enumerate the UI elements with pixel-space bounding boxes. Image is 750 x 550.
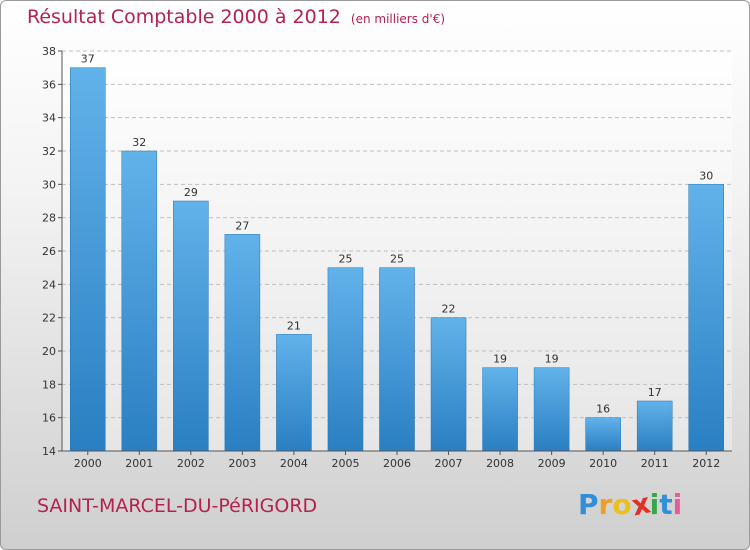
bar-2006 bbox=[379, 267, 415, 452]
bars bbox=[69, 67, 725, 452]
bar-2010 bbox=[585, 417, 621, 452]
data-label-2005: 25 bbox=[338, 253, 352, 266]
x-tick-label-2006: 2006 bbox=[383, 457, 411, 470]
data-label-2006: 25 bbox=[390, 253, 404, 266]
chart-subtitle: (en milliers d'€) bbox=[350, 12, 446, 26]
y-tick-label: 22 bbox=[42, 312, 56, 325]
y-tick-label: 24 bbox=[42, 278, 56, 291]
y-tick-label: 30 bbox=[42, 178, 56, 191]
x-tick-label-2010: 2010 bbox=[589, 457, 617, 470]
data-label-2010: 16 bbox=[596, 403, 610, 416]
logo-letter: o bbox=[612, 488, 632, 521]
x-tick-label-2007: 2007 bbox=[435, 457, 463, 470]
bar-2002 bbox=[173, 200, 209, 452]
bar-2011 bbox=[636, 400, 673, 452]
x-tick-label-2011: 2011 bbox=[641, 457, 669, 470]
data-label-2007: 22 bbox=[442, 303, 456, 316]
y-tick-label: 36 bbox=[42, 78, 56, 91]
x-tick-label-2012: 2012 bbox=[692, 457, 720, 470]
data-label-2000: 37 bbox=[81, 53, 95, 66]
y-tick-label: 38 bbox=[42, 45, 56, 58]
data-label-2009: 19 bbox=[545, 353, 559, 366]
bar-2012 bbox=[688, 184, 725, 452]
chart-header: Résultat Comptable 2000 à 2012 (en millie… bbox=[27, 6, 445, 28]
x-tick-label-2005: 2005 bbox=[331, 457, 359, 470]
data-label-2008: 19 bbox=[493, 353, 507, 366]
logo-letter: t bbox=[659, 488, 673, 521]
x-tick-label-2004: 2004 bbox=[280, 457, 308, 470]
data-label-2011: 17 bbox=[648, 386, 662, 399]
bar-2004 bbox=[276, 334, 312, 452]
y-tick-label: 34 bbox=[42, 112, 56, 125]
data-label-2002: 29 bbox=[184, 186, 198, 199]
data-label-2012: 30 bbox=[699, 169, 713, 182]
y-axis-ticks: 14 16 18 20 22 24 26 28 30 32 34 36 38 bbox=[42, 45, 62, 458]
bar-2005 bbox=[327, 267, 364, 452]
chart-title: Résultat Comptable 2000 à 2012 bbox=[27, 6, 341, 28]
x-tick-label-2000: 2000 bbox=[74, 457, 102, 470]
proxiti-logo: Proxiti bbox=[578, 486, 683, 522]
bar-2009 bbox=[533, 367, 570, 452]
data-label-2004: 21 bbox=[287, 319, 301, 332]
y-tick-label: 32 bbox=[42, 145, 56, 158]
data-label-2001: 32 bbox=[132, 136, 146, 149]
y-tick-label: 20 bbox=[42, 345, 56, 358]
logo-letter: r bbox=[598, 488, 613, 521]
data-label-2003: 27 bbox=[235, 219, 249, 232]
commune-name: SAINT-MARCEL-DU-PéRIGORD bbox=[37, 495, 318, 517]
bar-2000 bbox=[69, 67, 106, 452]
x-tick-label-2009: 2009 bbox=[538, 457, 566, 470]
logo-letter: P bbox=[578, 488, 599, 521]
logo-letter: i bbox=[649, 488, 660, 521]
bar-2001 bbox=[121, 150, 158, 452]
x-axis-ticks: 2000 2001 2002 2003 2004 2005 2006 2007 2008 2009… bbox=[74, 451, 720, 470]
data-labels: 37 32 29 27 21 25 25 22 19 19 16 17 30 bbox=[81, 53, 713, 416]
bar-2003 bbox=[224, 234, 261, 452]
y-tick-label: 14 bbox=[42, 445, 56, 458]
y-tick-label: 28 bbox=[42, 212, 56, 225]
bar-2007 bbox=[430, 317, 467, 452]
y-tick-label: 16 bbox=[42, 412, 56, 425]
x-tick-label-2008: 2008 bbox=[486, 457, 514, 470]
y-tick-label: 18 bbox=[42, 378, 56, 391]
x-tick-label-2001: 2001 bbox=[125, 457, 153, 470]
x-tick-label-2003: 2003 bbox=[228, 457, 256, 470]
x-tick-label-2002: 2002 bbox=[177, 457, 205, 470]
y-tick-label: 26 bbox=[42, 245, 56, 258]
bar-2008 bbox=[482, 367, 518, 452]
logo-letter: i bbox=[672, 488, 683, 521]
